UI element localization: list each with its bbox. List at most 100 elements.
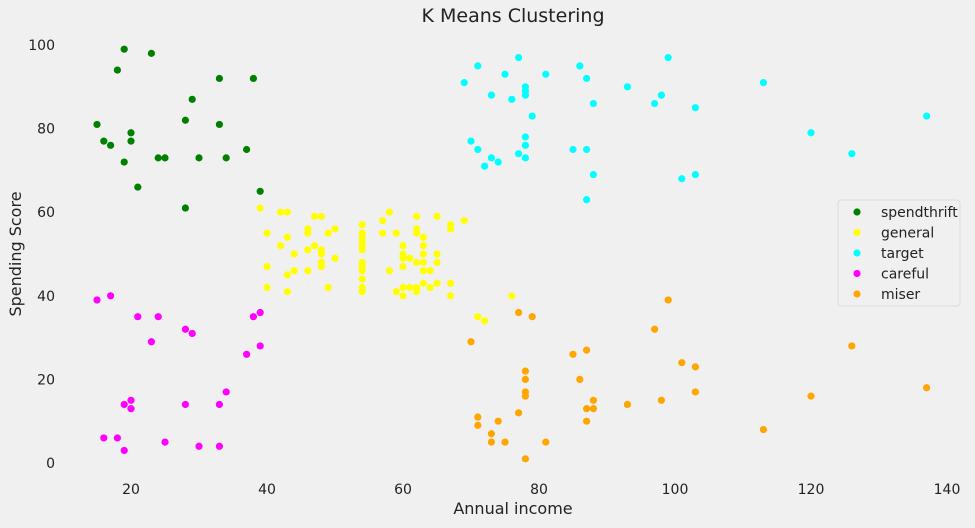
point-general [283,288,291,296]
point-target [521,87,530,95]
y-tick-label: 0 [46,456,55,472]
point-miser [521,455,530,463]
point-target [664,53,672,62]
point-miser [651,325,659,333]
point-general [317,212,325,220]
point-general [433,250,441,258]
point-miser [542,438,550,446]
point-general [433,212,441,220]
legend-marker-target [853,249,861,257]
point-spendthrift [181,116,189,124]
point-general [419,250,427,258]
point-spendthrift [127,129,135,137]
point-general [256,204,264,212]
point-careful [249,313,257,321]
point-target [807,129,815,137]
point-target [623,83,632,91]
point-target [474,62,482,70]
point-target [678,175,686,183]
point-target [657,91,666,99]
point-spendthrift [93,120,101,129]
chart-title: K Means Clustering [421,5,604,27]
point-miser [576,375,584,383]
point-target [583,196,591,204]
point-general [447,225,455,233]
point-miser [501,438,509,446]
point-target [583,145,591,154]
y-axis-label: Spending Score [6,191,25,316]
x-tick-label: 140 [934,482,961,498]
point-general [419,267,427,275]
point-careful [222,388,230,396]
legend-label-general: general [881,226,934,242]
point-careful [120,400,128,409]
point-general [419,279,427,287]
point-careful [127,405,135,413]
point-general [311,212,319,220]
point-general [283,271,291,279]
point-target [460,79,468,87]
point-general [447,292,455,300]
point-target [501,70,509,78]
point-careful [195,442,203,450]
y-tick-label: 60 [37,205,55,221]
point-target [923,112,931,120]
point-spendthrift [154,154,162,162]
point-general [433,279,441,287]
point-spendthrift [100,137,108,145]
point-careful [134,313,142,321]
point-general [263,283,271,292]
point-spendthrift [107,141,115,149]
point-general [399,292,407,300]
point-spendthrift [181,204,189,212]
point-general [399,283,407,292]
point-general [331,225,339,233]
point-careful [100,434,108,442]
point-careful [154,313,162,321]
point-target [691,104,700,112]
point-general [419,258,427,266]
point-spendthrift [120,158,128,166]
point-miser [691,388,700,396]
point-miser [678,359,686,367]
point-general [358,258,366,266]
point-general [358,246,366,254]
point-miser [759,425,768,434]
point-spendthrift [120,45,128,53]
point-miser [923,384,931,392]
point-target [542,70,550,78]
point-miser [691,363,700,371]
point-general [277,242,285,250]
point-general [304,229,312,237]
point-general [481,317,489,325]
point-general [283,208,291,216]
point-target [508,95,516,103]
point-miser [589,405,598,413]
y-tick-label: 40 [37,289,55,305]
point-miser [623,400,632,409]
point-general [385,208,393,216]
point-general [419,233,427,241]
point-miser [487,438,495,446]
point-general [317,262,325,271]
point-general [399,250,407,258]
point-spendthrift [256,187,264,195]
point-miser [657,396,666,404]
point-general [358,267,366,275]
legend-marker-general [853,228,861,237]
point-spendthrift [147,49,155,57]
point-miser [474,421,482,429]
point-spendthrift [215,120,223,129]
point-general [324,229,332,237]
point-general [419,242,427,250]
point-spendthrift [222,154,230,162]
point-careful [161,438,169,446]
point-spendthrift [127,137,135,145]
point-target [521,133,530,141]
point-miser [664,296,672,304]
legend-label-spendthrift: spendthrift [881,205,958,221]
point-general [331,254,339,262]
point-careful [181,325,189,333]
x-tick-label: 60 [394,482,412,498]
point-miser [494,417,502,425]
